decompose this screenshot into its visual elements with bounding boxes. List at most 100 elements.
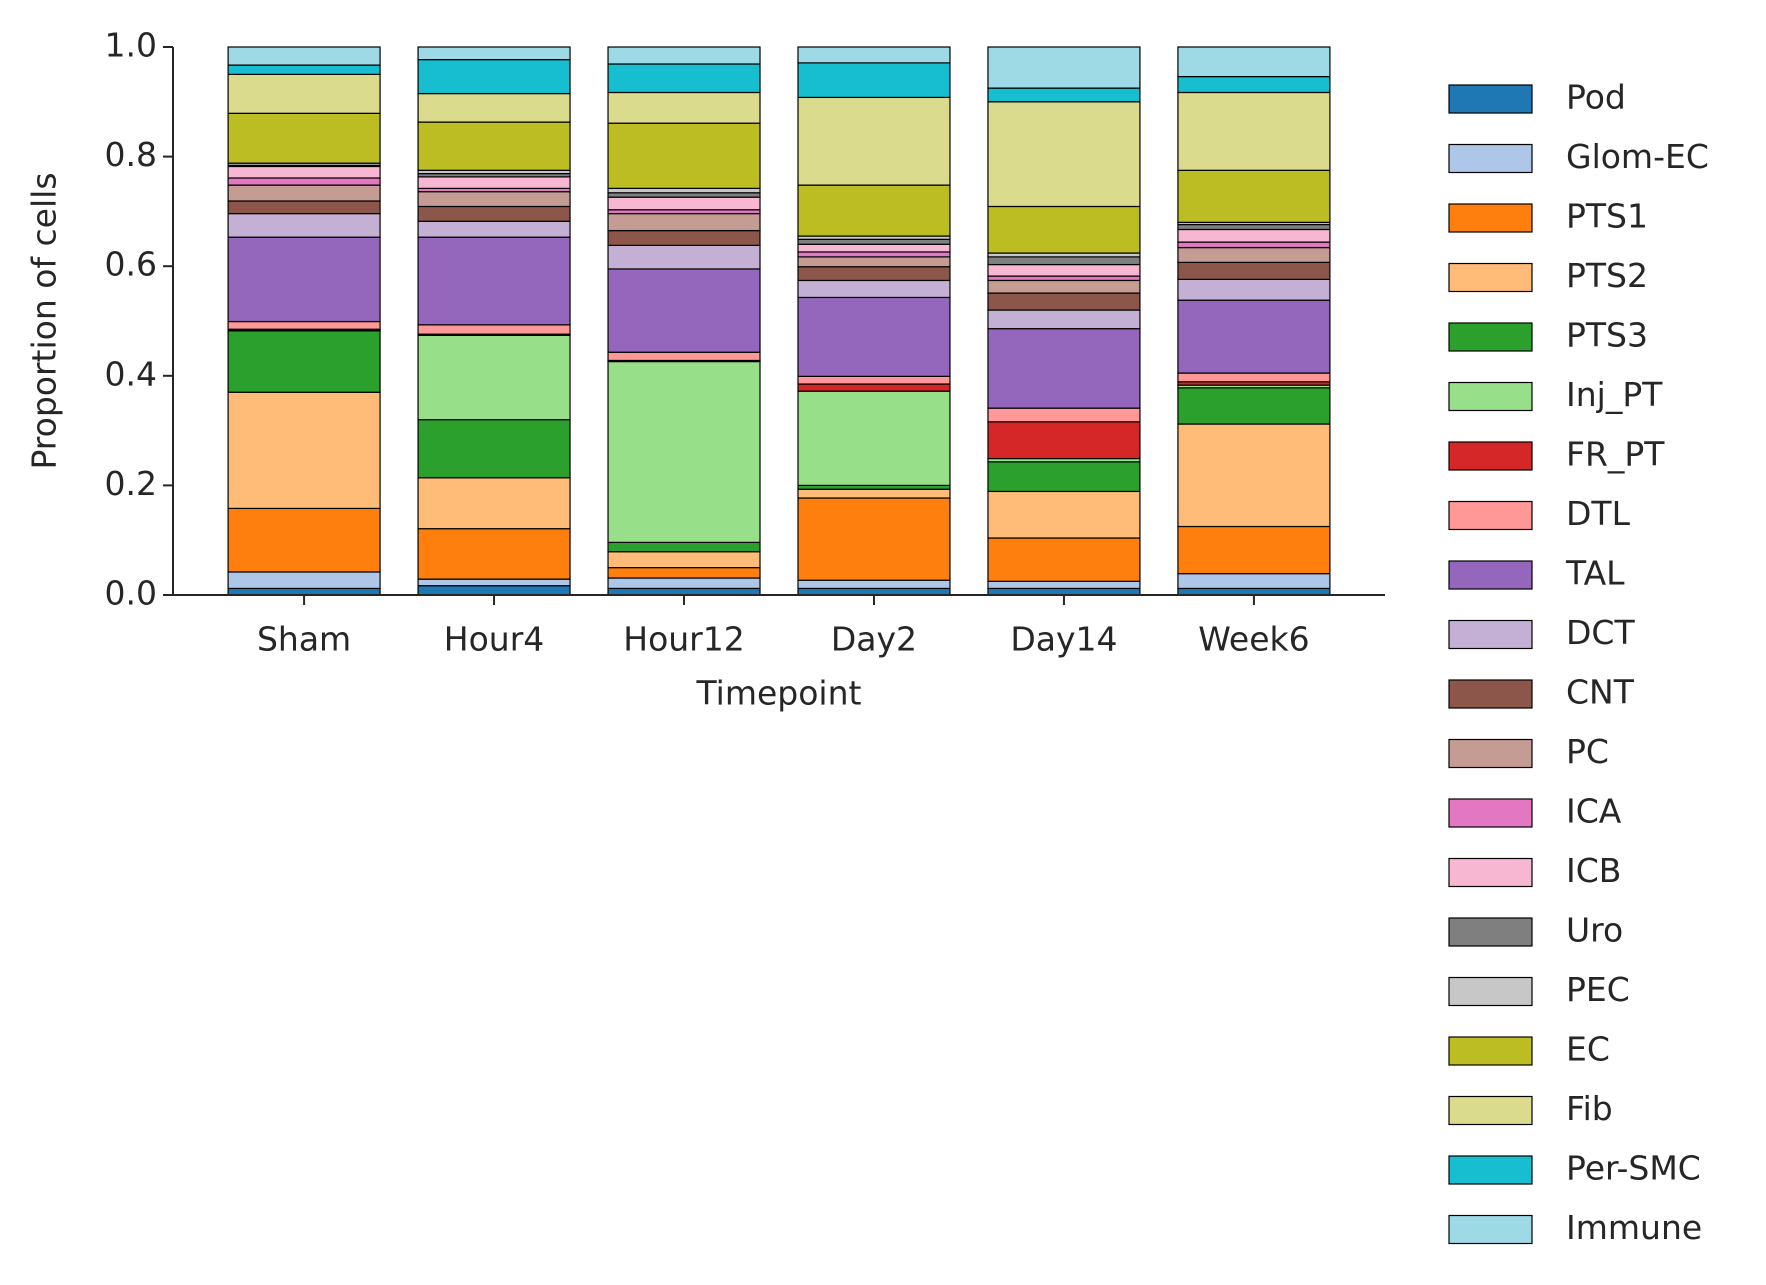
bar-segment [1177, 525, 1331, 575]
bar-segment [607, 63, 761, 94]
bar-segment [1177, 423, 1331, 528]
legend-swatch [1448, 500, 1533, 531]
x-tick-label: Week6 [1198, 620, 1309, 659]
bar-segment [227, 236, 381, 323]
legend-swatch [1448, 619, 1533, 650]
bar-segment [987, 292, 1141, 311]
bar-segment [797, 266, 951, 282]
bar-segment [227, 507, 381, 573]
bar-segment [797, 579, 951, 590]
legend-swatch [1448, 1155, 1533, 1185]
bar-segment [1177, 91, 1331, 171]
legend-label: Per-SMC [1566, 1149, 1701, 1188]
bar-segment [797, 62, 951, 99]
bar-segment [227, 212, 381, 238]
legend-swatch [1448, 381, 1533, 412]
bar-segment [987, 87, 1141, 103]
y-tick-label: 0.0 [105, 574, 157, 613]
bar-segment [607, 196, 761, 211]
bar-segment [607, 212, 761, 232]
legend-swatch [1448, 441, 1533, 471]
bar-segment [797, 279, 951, 299]
bar-segment [227, 391, 381, 510]
bar-segment [797, 256, 951, 268]
legend-swatch [1448, 738, 1533, 769]
bar-segment [417, 205, 571, 222]
bar-segment [417, 236, 571, 326]
bar-segment [797, 375, 951, 385]
bar-segment [227, 112, 381, 164]
legend-swatch [1448, 322, 1533, 352]
bar-segment [987, 580, 1141, 590]
legend-label: Immune [1566, 1208, 1702, 1247]
bar-segment [417, 477, 571, 530]
bar-segment [227, 200, 381, 215]
legend-label: CNT [1566, 673, 1635, 712]
bar-segment [1177, 278, 1331, 301]
bar-segment [797, 46, 951, 64]
y-tick-label: 0.4 [105, 354, 157, 393]
bar-segment [607, 541, 761, 553]
bar-segment [227, 571, 381, 590]
legend-label: ICA [1566, 792, 1622, 831]
bar-segment [607, 46, 761, 65]
legend-label: Glom-EC [1566, 137, 1709, 176]
x-tick-label: Hour4 [444, 620, 544, 659]
legend-label: Pod [1566, 78, 1626, 117]
bar-segment [607, 577, 761, 590]
bar-segment [797, 390, 951, 487]
bar-segment [1177, 372, 1331, 383]
bar-segment [987, 275, 1141, 282]
x-tick-label: Hour12 [623, 620, 744, 659]
y-tick-label: 0.2 [105, 464, 157, 503]
bar-segment [607, 91, 761, 124]
legend-label: Fib [1566, 1089, 1613, 1128]
y-tick-label: 0.6 [105, 245, 157, 284]
legend-swatch [1448, 917, 1533, 947]
legend-swatch [1448, 143, 1533, 174]
legend-label: Uro [1566, 911, 1623, 950]
bar-segment [1177, 75, 1331, 94]
bar-segment [417, 578, 571, 587]
bar-segment [987, 421, 1141, 460]
bar-segment [417, 176, 571, 189]
legend-swatch [1448, 798, 1533, 828]
bar-segment [607, 229, 761, 246]
bar-segment [607, 566, 761, 579]
bar-segment [227, 320, 381, 330]
bar-segment [417, 419, 571, 479]
bar-segment [417, 334, 571, 421]
bar-segment [417, 585, 571, 596]
bar-segment [227, 73, 381, 114]
bar-segment [797, 184, 951, 237]
bar-segment [797, 243, 951, 253]
legend-swatch [1448, 203, 1533, 233]
legend-label: PTS3 [1566, 316, 1648, 355]
bar-segment [227, 330, 381, 393]
bar-segment [1177, 241, 1331, 249]
legend-label: PTS1 [1566, 197, 1648, 236]
legend-label: DTL [1566, 494, 1631, 533]
legend-label: DCT [1566, 613, 1635, 652]
bar-segment [607, 351, 761, 362]
bar-segment [1177, 223, 1331, 231]
bar-segment [227, 64, 381, 75]
legend-swatch [1448, 84, 1533, 114]
legend-swatch [1448, 1036, 1533, 1066]
bar-segment [227, 46, 381, 66]
bar-segment [417, 92, 571, 123]
legend-swatch [1448, 1214, 1533, 1245]
x-tick-label: Day2 [831, 620, 917, 659]
x-tick-label: Sham [257, 620, 351, 659]
bar-segment [1177, 246, 1331, 263]
bar-segment [1177, 169, 1331, 223]
bar-segment [987, 263, 1141, 277]
bar-segment [987, 328, 1141, 409]
y-axis-label: Proportion of cells [25, 172, 64, 469]
bar-segment [227, 177, 381, 186]
legend-swatch [1448, 1095, 1533, 1126]
bar-segment [987, 256, 1141, 266]
legend-swatch [1448, 560, 1533, 590]
bar-segment [797, 488, 951, 499]
